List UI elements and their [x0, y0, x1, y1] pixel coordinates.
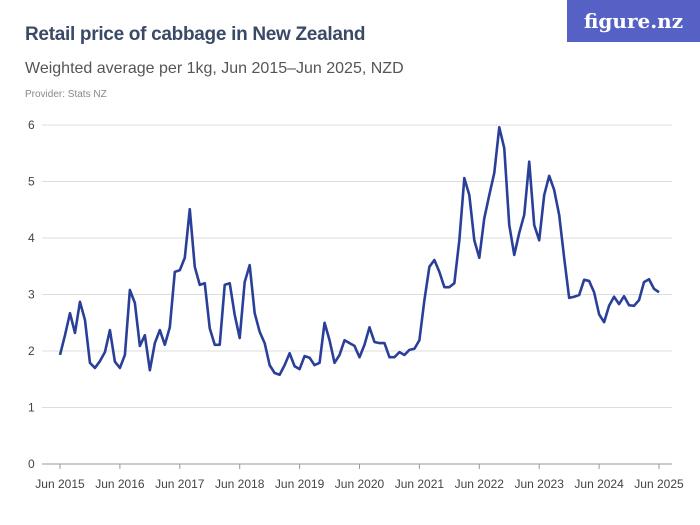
x-tick-label: Jun 2017 — [155, 477, 205, 491]
y-tick-label: 3 — [28, 288, 35, 302]
x-tick-label: Jun 2016 — [95, 477, 145, 491]
chart-title: Retail price of cabbage in New Zealand — [25, 24, 366, 45]
x-tick-label: Jun 2023 — [515, 477, 565, 491]
y-tick-label: 0 — [28, 457, 35, 471]
x-tick-label: Jun 2019 — [275, 477, 325, 491]
y-tick-label: 4 — [28, 231, 35, 245]
x-tick-label: Jun 2024 — [574, 477, 624, 491]
y-tick-label: 6 — [28, 118, 35, 132]
provider-label: Provider: Stats NZ — [25, 89, 107, 100]
x-tick-label: Jun 2021 — [395, 477, 445, 491]
x-tick-label: Jun 2020 — [335, 477, 385, 491]
y-tick-label: 1 — [28, 401, 35, 415]
y-tick-label: 5 — [28, 175, 35, 189]
x-tick-label: Jun 2018 — [215, 477, 265, 491]
x-tick-label: Jun 2015 — [35, 477, 85, 491]
series-line — [58, 125, 660, 377]
chart-subtitle: Weighted average per 1kg, Jun 2015–Jun 2… — [25, 60, 404, 77]
x-tick-label: Jun 2025 — [634, 477, 684, 491]
figure-nz-logo[interactable]: figure.nz — [567, 0, 700, 42]
y-tick-label: 2 — [28, 344, 35, 358]
x-tick-label: Jun 2022 — [455, 477, 505, 491]
